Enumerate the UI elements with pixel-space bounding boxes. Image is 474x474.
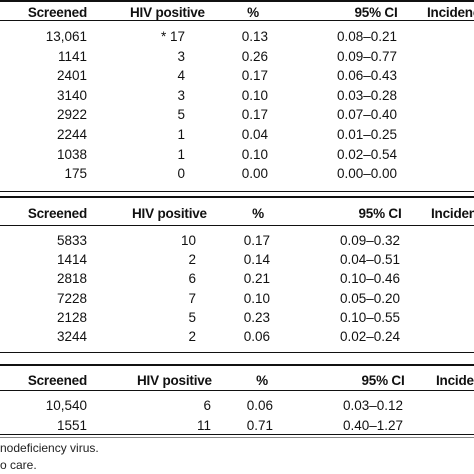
cell-hiv-positive: 4 bbox=[177, 68, 185, 84]
cell-percent: 0.14 bbox=[243, 252, 270, 268]
cell-screened: 2922 bbox=[56, 107, 87, 123]
table-top-rule bbox=[0, 364, 474, 366]
cell-95-ci: 0.09–0.32 bbox=[339, 233, 401, 248]
cell-percent: 0.26 bbox=[241, 48, 268, 64]
header-screened: Screened bbox=[27, 206, 87, 221]
header-incidence: Incidence bbox=[427, 5, 474, 20]
cell-percent: 0.13 bbox=[241, 29, 268, 44]
cell-percent: 0.21 bbox=[243, 271, 270, 287]
cell-percent: 0.23 bbox=[243, 309, 270, 325]
cell-95-ci: 0.02–0.24 bbox=[339, 329, 401, 344]
cell-hiv-positive: 10 bbox=[180, 233, 196, 248]
header-hiv-positive: HIV positive bbox=[130, 5, 205, 20]
header-percent: % bbox=[247, 5, 259, 20]
cell-screened: 1414 bbox=[56, 252, 87, 268]
cell-hiv-positive: 2 bbox=[188, 329, 196, 344]
cell-screened: 1551 bbox=[56, 417, 87, 433]
cell-percent: 0.10 bbox=[241, 87, 268, 103]
cell-screened: 2128 bbox=[56, 309, 87, 325]
cell-percent: 0.17 bbox=[241, 68, 268, 84]
header-hiv-positive: HIV positive bbox=[137, 373, 212, 388]
cell-95-ci: 0.05–0.20 bbox=[339, 290, 401, 306]
cell-95-ci: 0.06–0.43 bbox=[336, 68, 398, 84]
header-incidence: Incidence bbox=[431, 206, 474, 221]
cell-percent: 0.10 bbox=[243, 290, 270, 306]
cell-95-ci: 0.02–0.54 bbox=[336, 146, 398, 162]
cell-screened: 1141 bbox=[57, 48, 87, 64]
header-95-ci: 95% CI bbox=[354, 5, 398, 20]
cell-95-ci: 0.10–0.55 bbox=[339, 309, 401, 325]
cell-percent: 0.06 bbox=[246, 398, 273, 413]
cell-screened: 2818 bbox=[56, 271, 87, 287]
header-screened: Screened bbox=[27, 5, 87, 20]
header-screened: Screened bbox=[27, 373, 87, 388]
cell-screened: 2401 bbox=[56, 68, 87, 84]
table-top-rule bbox=[0, 0, 474, 2]
table-bottom-rule bbox=[0, 434, 474, 435]
cell-hiv-positive: 3 bbox=[177, 87, 185, 103]
cell-95-ci: 0.07–0.40 bbox=[336, 107, 398, 123]
cell-95-ci: 0.09–0.77 bbox=[336, 48, 398, 64]
header-incidence: Incidence bbox=[436, 373, 474, 388]
cell-percent: 0.10 bbox=[241, 146, 268, 162]
cell-screened: 3140 bbox=[56, 87, 87, 103]
cell-hiv-positive: 11 bbox=[196, 417, 211, 433]
cell-screened: 10,540 bbox=[45, 398, 87, 413]
cell-hiv-positive: 6 bbox=[203, 398, 211, 413]
header-95-ci: 95% CI bbox=[361, 373, 405, 388]
cell-screened: 2244 bbox=[56, 127, 87, 142]
table-top-rule bbox=[0, 196, 474, 198]
cell-screened: 3244 bbox=[56, 329, 87, 344]
cell-hiv-positive: 5 bbox=[177, 107, 185, 123]
cell-screened: 7228 bbox=[56, 290, 87, 306]
cell-hiv-positive: 3 bbox=[177, 48, 185, 64]
cell-95-ci: 0.08–0.21 bbox=[336, 29, 398, 44]
footnote-rule bbox=[0, 437, 474, 438]
cell-hiv-positive: 1 bbox=[177, 127, 185, 142]
cell-95-ci: 0.01–0.25 bbox=[336, 127, 398, 142]
cell-hiv-positive: 1 bbox=[177, 146, 185, 162]
cell-95-ci: 0.03–0.12 bbox=[342, 398, 404, 413]
cell-screened: 1038 bbox=[56, 146, 87, 162]
cell-95-ci: 0.10–0.46 bbox=[339, 271, 401, 287]
header-rule bbox=[0, 225, 474, 226]
cell-hiv-positive: 0 bbox=[177, 166, 185, 182]
cell-screened: 5833 bbox=[56, 233, 87, 248]
cell-percent: 0.17 bbox=[243, 233, 270, 248]
cell-95-ci: 0.00–0.00 bbox=[336, 166, 398, 182]
cell-percent: 0.71 bbox=[246, 417, 273, 433]
cell-screened: 13,061 bbox=[45, 29, 87, 44]
table-bottom-rule bbox=[0, 191, 474, 192]
cell-percent: 0.17 bbox=[241, 107, 268, 123]
header-rule bbox=[0, 20, 474, 21]
header-percent: % bbox=[252, 206, 264, 221]
cell-95-ci: 0.03–0.28 bbox=[336, 87, 398, 103]
cell-hiv-positive: * 17 bbox=[160, 29, 185, 44]
header-95-ci: 95% CI bbox=[358, 206, 402, 221]
header-hiv-positive: HIV positive bbox=[132, 206, 207, 221]
cell-hiv-positive: 6 bbox=[188, 271, 196, 287]
cell-95-ci: 0.04–0.51 bbox=[339, 252, 401, 268]
cell-hiv-positive: 5 bbox=[188, 309, 196, 325]
header-rule bbox=[0, 390, 474, 391]
cell-percent: 0.00 bbox=[241, 166, 268, 182]
cell-95-ci: 0.40–1.27 bbox=[342, 417, 404, 433]
cell-screened: 175 bbox=[64, 166, 87, 182]
cell-hiv-positive: 7 bbox=[188, 290, 196, 306]
cell-percent: 0.04 bbox=[241, 127, 268, 142]
footnote-line: nodeficiency virus. bbox=[0, 441, 99, 455]
table-bottom-rule bbox=[0, 352, 474, 353]
cell-hiv-positive: 2 bbox=[188, 252, 196, 268]
header-percent: % bbox=[256, 373, 268, 388]
cell-percent: 0.06 bbox=[243, 329, 270, 344]
footnote-line: o care. bbox=[0, 458, 37, 472]
